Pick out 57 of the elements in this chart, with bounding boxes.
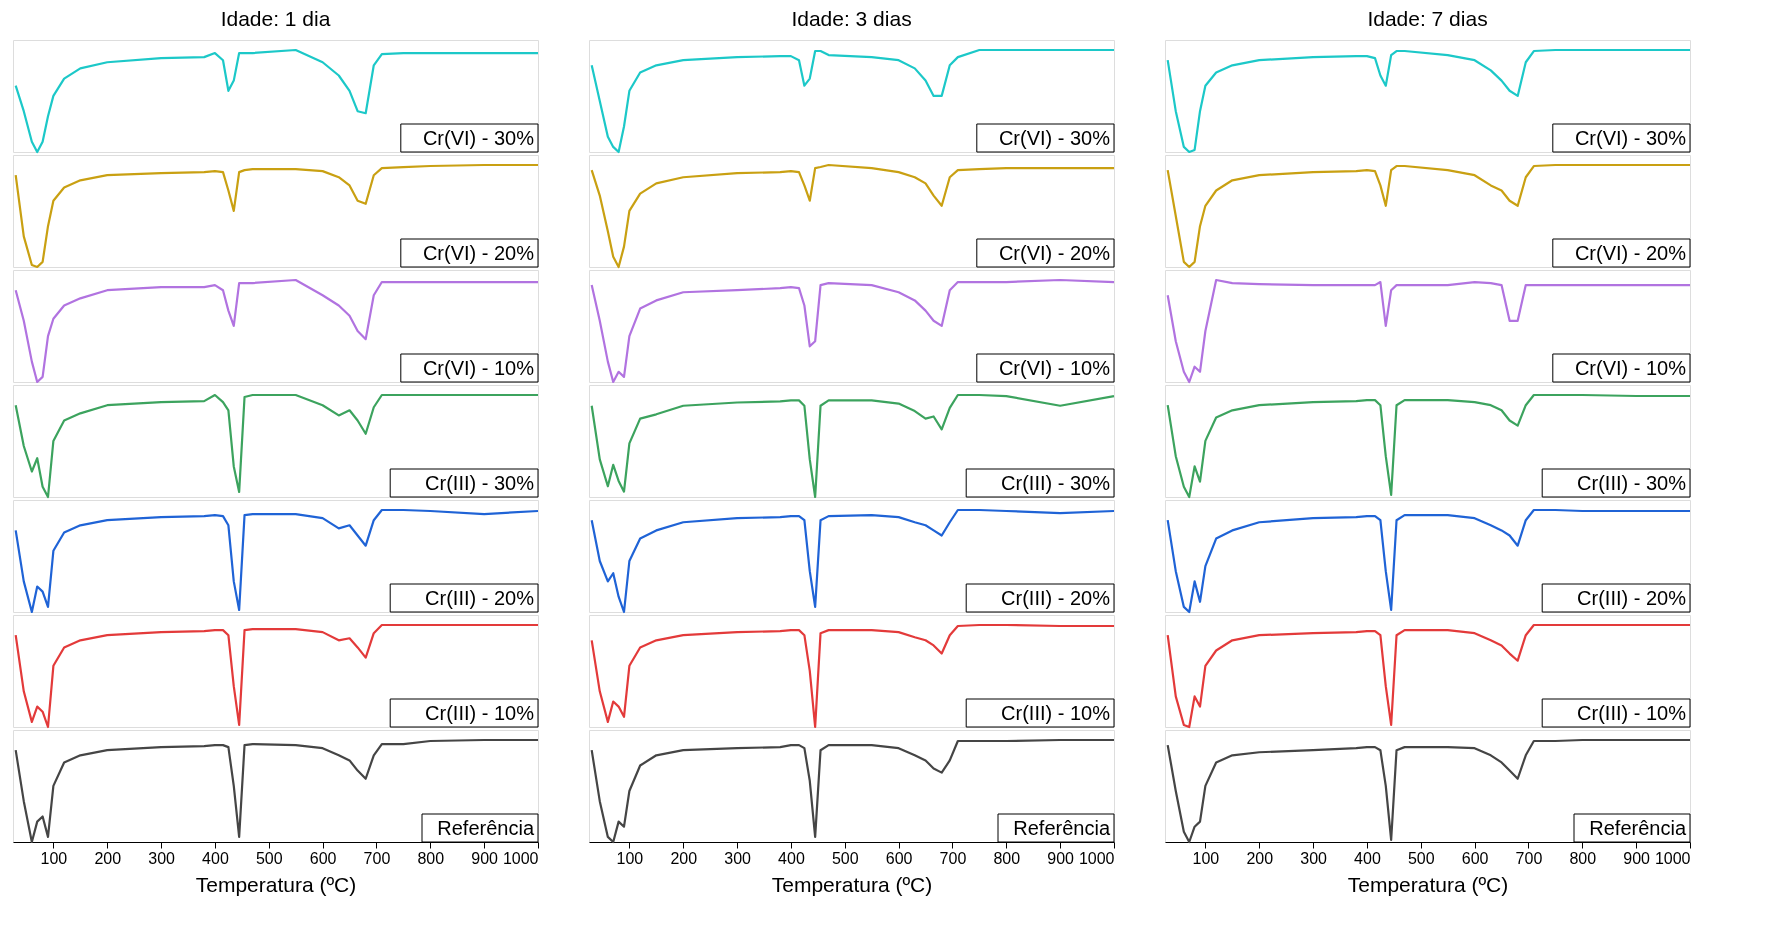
x-tick-label: 1000 (1078, 849, 1115, 867)
x-tick-label: 300 (724, 849, 752, 867)
text: Cr(VI) - 10% (998, 357, 1111, 379)
x-tick-label: 800 (1569, 849, 1597, 867)
x-tick-label: 400 (778, 849, 805, 867)
text: Cr(III) - 10% (1577, 702, 1687, 724)
x-tick-label: 100 (1192, 849, 1220, 867)
x-tick-label: 500 (1407, 849, 1435, 867)
text: Cr(III) - 10% (1001, 702, 1111, 724)
x-tick-label: 500 (831, 849, 859, 867)
x-tick-label: 1000 (1654, 849, 1691, 867)
text: Cr(VI) - 10% (1574, 357, 1687, 379)
x-tick-label: 200 (670, 849, 698, 867)
x-tick-label: 400 (202, 849, 229, 867)
x-tick-label: 700 (363, 849, 391, 867)
chart-title: Idade: 7 dias (1367, 7, 1488, 30)
text: Cr(VI) - 30% (422, 127, 535, 149)
x-tick-label: 800 (417, 849, 445, 867)
x-tick-label: 400 (1354, 849, 1381, 867)
text: Cr(VI) - 30% (998, 127, 1111, 149)
text: Cr(III) - 20% (1001, 587, 1111, 609)
x-axis-title: Temperatura (ºC) (1347, 872, 1509, 896)
text: Cr(VI) - 20% (998, 242, 1111, 264)
text: Cr(VI) - 10% (422, 357, 535, 379)
x-tick-label: 300 (1300, 849, 1328, 867)
text: Cr(III) - 30% (425, 472, 535, 494)
text: Referência (1013, 817, 1111, 839)
x-tick-label: 100 (40, 849, 68, 867)
x-axis-title: Temperatura (ºC) (195, 872, 357, 896)
x-tick-label: 600 (885, 849, 913, 867)
x-tick-label: 600 (1461, 849, 1489, 867)
chart-title: Idade: 1 dia (220, 7, 331, 30)
x-tick-label: 900 (1623, 849, 1651, 867)
text: Cr(VI) - 30% (1574, 127, 1687, 149)
text: Cr(VI) - 20% (422, 242, 535, 264)
x-tick-label: 1000 (502, 849, 539, 867)
x-tick-label: 300 (148, 849, 176, 867)
x-tick-label: 200 (1246, 849, 1274, 867)
text: Referência (437, 817, 535, 839)
x-tick-label: 500 (255, 849, 283, 867)
x-tick-label: 900 (471, 849, 499, 867)
text: Cr(VI) - 20% (1574, 242, 1687, 264)
text: Referência (1589, 817, 1687, 839)
text: Cr(III) - 30% (1577, 472, 1687, 494)
x-tick-label: 800 (993, 849, 1021, 867)
text: Cr(III) - 20% (425, 587, 535, 609)
x-tick-label: 600 (309, 849, 337, 867)
text: Cr(III) - 30% (1001, 472, 1111, 494)
x-axis-title: Temperatura (ºC) (771, 872, 933, 896)
text: Cr(III) - 10% (425, 702, 535, 724)
text: Cr(III) - 20% (1577, 587, 1687, 609)
x-tick-label: 200 (94, 849, 122, 867)
x-tick-label: 700 (1515, 849, 1543, 867)
chart-title: Idade: 3 dias (791, 7, 912, 30)
x-tick-label: 700 (939, 849, 967, 867)
x-tick-label: 900 (1047, 849, 1075, 867)
x-tick-label: 100 (616, 849, 644, 867)
